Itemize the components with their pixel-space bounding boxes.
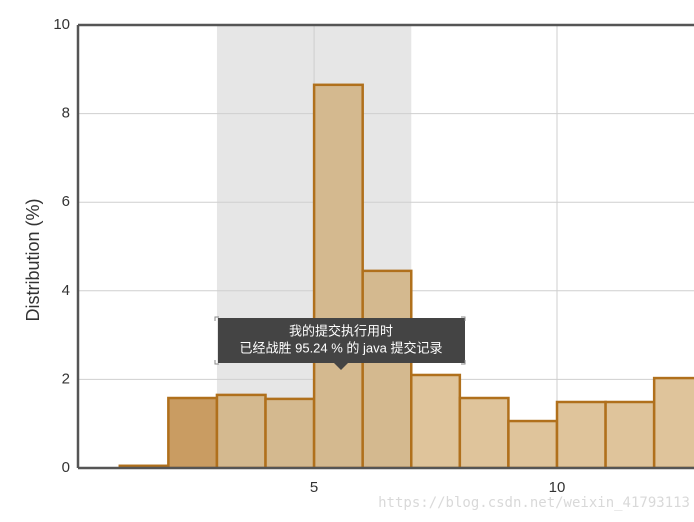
y-tick-label: 10	[53, 16, 70, 33]
bar	[507, 419, 559, 468]
tooltip-box	[218, 318, 465, 363]
bar	[410, 373, 462, 468]
bar	[215, 393, 267, 468]
y-tick-label: 6	[62, 193, 70, 210]
tooltip-line: 我的提交执行用时	[289, 323, 393, 338]
bar	[555, 400, 607, 468]
watermark: https://blog.csdn.net/weixin_41793113	[378, 495, 690, 511]
bar	[361, 269, 413, 468]
tooltip-line: 已经战胜 95.24 % 的 java 提交记录	[240, 340, 443, 355]
y-axis-label: Distribution (%)	[23, 198, 43, 321]
tooltip-corners	[214, 316, 466, 365]
bar	[604, 400, 656, 468]
y-tick-label: 4	[62, 282, 70, 299]
x-tick-label: 5	[310, 479, 318, 496]
axes: 0 2 4 6 8 10 5 10	[53, 16, 694, 496]
bar	[167, 396, 219, 468]
y-tick-label: 8	[62, 105, 70, 122]
bars	[118, 83, 694, 468]
bar	[264, 397, 316, 468]
bar	[312, 83, 364, 468]
x-tick-label: 10	[549, 479, 566, 496]
tooltip: 我的提交执行用时 已经战胜 95.24 % 的 java 提交记录	[214, 316, 466, 370]
y-tick-label: 0	[62, 459, 70, 476]
bar	[652, 376, 694, 468]
tooltip-arrow	[334, 363, 348, 370]
y-tick-label: 2	[62, 370, 70, 387]
bar	[458, 396, 510, 468]
